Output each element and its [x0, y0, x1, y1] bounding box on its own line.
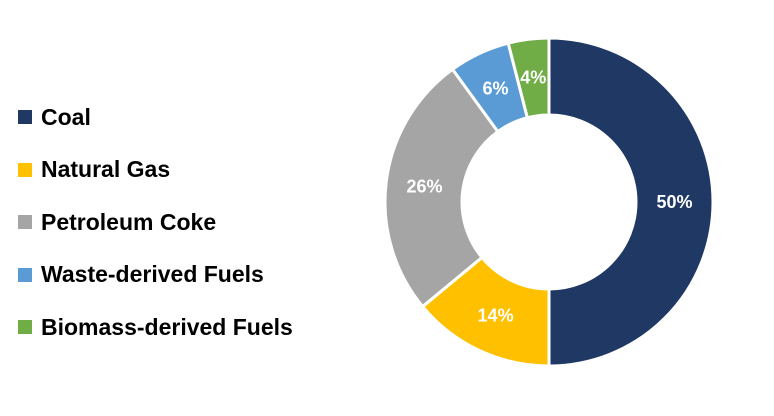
- slice-petroleum-coke: [383, 67, 500, 309]
- data-label-petroleum-coke: 26%: [406, 176, 442, 196]
- slice-coal: [547, 36, 715, 368]
- legend-swatch-coal: [18, 110, 32, 125]
- legend-label-petroleum-coke: Petroleum Coke: [41, 208, 217, 235]
- slice-biomass-derived-fuels: [506, 36, 551, 120]
- legend-item-natural-gas: Natural Gas: [18, 144, 358, 197]
- legend-item-coal: Coal: [18, 91, 358, 144]
- legend-label-coal: Coal: [41, 103, 91, 130]
- chart-legend: Coal Natural Gas Petroleum Coke Waste-deriv…: [18, 91, 358, 354]
- legend-label-natural-gas: Natural Gas: [41, 156, 171, 183]
- data-label-biomass-derived-fuels: 4%: [520, 67, 546, 87]
- legend-swatch-petroleum-coke: [18, 215, 32, 230]
- legend-label-biomass-derived-fuels: Biomass-derived Fuels: [41, 313, 293, 340]
- data-label-coal: 50%: [656, 192, 692, 212]
- legend-label-waste-derived-fuels: Waste-derived Fuels: [41, 261, 264, 288]
- data-label-natural-gas: 14%: [478, 306, 514, 326]
- legend-item-waste-derived-fuels: Waste-derived Fuels: [18, 249, 358, 302]
- legend-swatch-waste-derived-fuels: [18, 267, 32, 282]
- data-label-waste-derived-fuels: 6%: [483, 78, 509, 98]
- legend-swatch-natural-gas: [18, 162, 32, 177]
- legend-item-petroleum-coke: Petroleum Coke: [18, 196, 358, 249]
- legend-item-biomass-derived-fuels: Biomass-derived Fuels: [18, 301, 358, 354]
- legend-swatch-biomass-derived-fuels: [18, 320, 32, 335]
